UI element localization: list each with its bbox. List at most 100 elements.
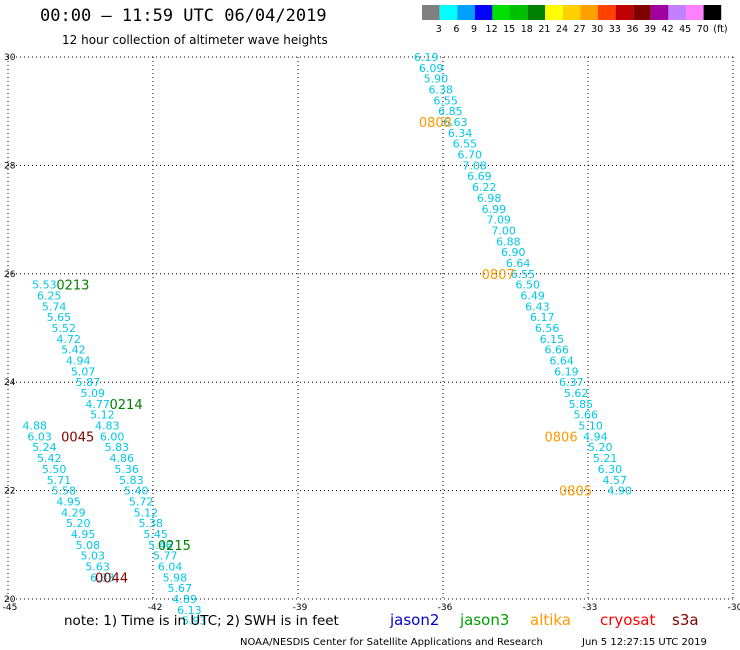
colorbar-label: 42 <box>662 24 674 35</box>
swh-value-label: 6.33 <box>90 571 115 584</box>
swh-value-label: 5.24 <box>32 441 57 454</box>
y-tick-label: 24 <box>4 378 16 388</box>
colorbar-swatch <box>422 5 440 20</box>
y-tick-label: 28 <box>4 161 16 171</box>
axis-ticks: -45 -42 -39 -36 -33 -30 20 22 24 26 28 30 <box>3 53 740 613</box>
swh-value-label: 4.86 <box>110 452 135 465</box>
swh-value-label: 7.08 <box>462 159 487 172</box>
swh-value-label: 6.25 <box>37 289 62 302</box>
x-tick-label: -39 <box>293 603 308 613</box>
colorbar-label: 9 <box>471 24 477 35</box>
swh-value-label: 4.57 <box>603 474 628 487</box>
x-tick-label: -45 <box>3 603 18 613</box>
colorbar-label: 70 <box>697 24 709 35</box>
colorbar-label: 6 <box>453 24 459 35</box>
swh-value-label: 5.21 <box>593 452 618 465</box>
swh-value-label: 5.42 <box>61 344 86 357</box>
colorbar-swatch <box>474 5 493 20</box>
swh-value-label: 6.55 <box>511 268 535 281</box>
swh-value-label: 6.15 <box>540 333 565 346</box>
colorbar-swatch <box>439 5 458 20</box>
swh-value-label: 5.66 <box>574 409 599 422</box>
swh-value-label: 5.42 <box>37 452 62 465</box>
colorbar-swatch <box>703 5 722 20</box>
x-tick-label: -33 <box>583 603 598 613</box>
swh-value-label: 6.55 <box>433 94 458 107</box>
pass-time-label: 0215 <box>158 539 191 554</box>
colorbar-swatch <box>562 5 581 20</box>
swh-value-label: 5.03 <box>81 550 106 563</box>
swh-value-label: 6.19 <box>554 365 579 378</box>
swh-value-label: 4.94 <box>583 430 608 443</box>
colorbar-label: 33 <box>609 24 621 35</box>
data-marks: 5.536.255.745.655.524.725.424.945.075.87… <box>23 51 632 628</box>
swh-value-label: 5.40 <box>124 485 149 498</box>
swh-value-label: 6.04 <box>158 560 183 573</box>
time-labels: 0213 0214 0215 0045 0044 0808 0807 0806 0805 <box>56 116 592 586</box>
swh-value-label: 6.69 <box>467 170 492 183</box>
swh-value-label: 5.90 <box>424 73 449 86</box>
swh-value-label: 6.43 <box>525 300 550 313</box>
pass-time-label: 0044 <box>95 571 128 586</box>
colorbar-label: 24 <box>556 24 568 35</box>
legend-satellite-jason3: jason3 <box>459 611 509 629</box>
swh-value-label: 4.77 <box>85 398 110 411</box>
colorbar-swatch <box>580 5 598 20</box>
colorbar-label: 12 <box>486 24 498 35</box>
swh-value-label: 4.29 <box>61 506 86 519</box>
colorbar-label: 15 <box>503 24 515 35</box>
y-tick-label: 22 <box>4 487 15 497</box>
swh-value-label: 5.98 <box>163 571 188 584</box>
colorbar-label: 21 <box>538 24 550 35</box>
swh-value-label: 5.38 <box>139 517 164 530</box>
swh-value-label: 6.22 <box>472 181 497 194</box>
colorbar-swatch <box>510 5 528 20</box>
colorbar-swatch <box>598 5 616 20</box>
swh-value-label: 6.03 <box>27 430 52 443</box>
colorbar-swatch <box>457 5 475 20</box>
swh-value-label: 6.09 <box>419 62 444 75</box>
colorbar-label: 39 <box>644 24 656 35</box>
swh-value-label: 5.85 <box>569 398 594 411</box>
swh-value-label: 4.95 <box>71 528 96 541</box>
legend-satellite-cryosat: cryosat <box>600 611 655 629</box>
colorbar-label: 18 <box>521 24 533 35</box>
swh-value-label: 5.20 <box>66 517 91 530</box>
swh-value-label: 6.56 <box>535 322 560 335</box>
swh-value-label: 5.63 <box>85 560 110 573</box>
legend-note: note: 1) Time is in UTC; 2) SWH is in fe… <box>64 613 339 629</box>
swh-value-label: 5.93 <box>182 615 207 628</box>
footer-credit: NOAA/NESDIS Center for Satellite Applica… <box>240 637 543 648</box>
swh-value-label: 5.09 <box>81 387 106 400</box>
swh-value-label: 6.19 <box>414 51 439 64</box>
pass-time-label: 0807 <box>482 268 515 283</box>
swh-value-label: 5.50 <box>42 463 66 476</box>
swh-value-label: 6.17 <box>530 311 555 324</box>
swh-value-label: 6.98 <box>477 192 502 205</box>
swh-value-label: 5.72 <box>129 495 154 508</box>
swh-value-label: 5.74 <box>42 300 66 313</box>
colorbar-label: 30 <box>591 24 603 35</box>
swh-value-label: 4.90 <box>607 485 632 498</box>
swh-value-label: 4.95 <box>56 495 80 508</box>
swh-value-label: 5.10 <box>578 420 603 433</box>
x-tick-label: -42 <box>148 603 163 613</box>
pass-time-label: 0805 <box>559 485 592 500</box>
colorbar-swatch <box>668 5 686 20</box>
swh-value-label: 6.99 <box>482 203 507 216</box>
y-tick-label: 26 <box>4 270 16 280</box>
swh-value-label: 6.50 <box>516 279 541 292</box>
swh-value-label: 6.90 <box>501 246 526 259</box>
swh-value-label: 5.87 <box>76 376 101 389</box>
swh-value-label: 5.20 <box>588 441 613 454</box>
swh-value-label: 6.85 <box>438 105 463 118</box>
pass-time-label: 0808 <box>419 116 452 131</box>
chart-subtitle: 12 hour collection of altimeter wave hei… <box>62 33 328 47</box>
colorbar-legend: 3 6 9 12 15 18 21 24 27 30 33 36 39 42 45 70 (ft) <box>422 5 728 35</box>
swh-value-label: 6.13 <box>177 604 202 617</box>
swh-value-label: 6.64 <box>506 257 531 270</box>
swh-value-label: 6.49 <box>520 289 545 302</box>
swh-value-label: 5.83 <box>105 441 129 454</box>
swh-value-label: 5.53 <box>32 279 57 292</box>
swh-value-label: 5.58 <box>52 485 77 498</box>
